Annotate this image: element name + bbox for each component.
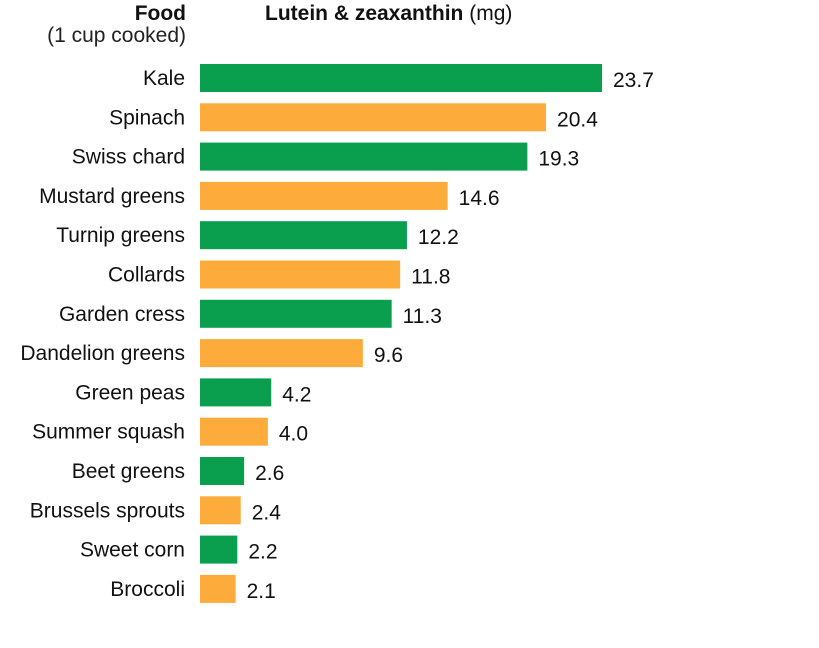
bar <box>200 496 241 525</box>
bar <box>200 417 268 446</box>
metric-column-title: Lutein & zeaxanthin (mg) <box>265 2 512 26</box>
category-label: Turnip greens <box>56 224 185 247</box>
bar <box>200 299 392 328</box>
value-label: 2.6 <box>255 462 284 485</box>
category-label: Broccoli <box>110 578 185 601</box>
value-label: 14.6 <box>459 187 500 210</box>
metric-unit: (mg) <box>469 2 513 25</box>
bar <box>200 339 363 368</box>
category-label: Beet greens <box>72 460 185 483</box>
bar <box>200 535 238 564</box>
metric-title: Lutein & zeaxanthin <box>265 2 464 25</box>
category-label: Sweet corn <box>80 539 185 562</box>
bar <box>200 378 272 407</box>
bar <box>200 574 236 603</box>
bar <box>200 260 401 289</box>
food-column-title: Food <box>134 2 186 25</box>
bar <box>200 64 602 92</box>
value-label: 20.4 <box>557 108 598 131</box>
food-column-subtitle: (1 cup cooked) <box>47 24 186 47</box>
value-label: 9.6 <box>374 344 403 367</box>
category-label: Swiss chard <box>72 146 185 169</box>
category-label: Collards <box>108 264 185 287</box>
value-label: 2.4 <box>252 501 282 524</box>
category-label: Spinach <box>109 106 185 129</box>
category-label: Mustard greens <box>39 185 185 208</box>
value-label: 2.2 <box>248 541 277 564</box>
category-label: Dandelion greens <box>20 342 185 365</box>
value-label: 4.2 <box>282 383 311 406</box>
bar <box>200 103 547 132</box>
bar <box>200 457 245 485</box>
category-label: Brussels sprouts <box>30 499 185 522</box>
category-label: Kale <box>143 67 185 90</box>
value-label: 19.3 <box>538 148 579 171</box>
value-label: 2.1 <box>247 580 276 603</box>
bar <box>200 221 407 250</box>
category-label: Garden cress <box>59 303 185 326</box>
value-label: 23.7 <box>613 69 654 92</box>
bar <box>200 142 528 171</box>
category-label: Summer squash <box>32 421 185 444</box>
value-label: 11.8 <box>411 266 450 289</box>
bar <box>200 181 448 210</box>
category-label: Green peas <box>75 381 185 404</box>
value-label: 11.3 <box>403 305 442 328</box>
value-label: 4.0 <box>279 423 308 446</box>
value-label: 12.2 <box>418 226 459 249</box>
